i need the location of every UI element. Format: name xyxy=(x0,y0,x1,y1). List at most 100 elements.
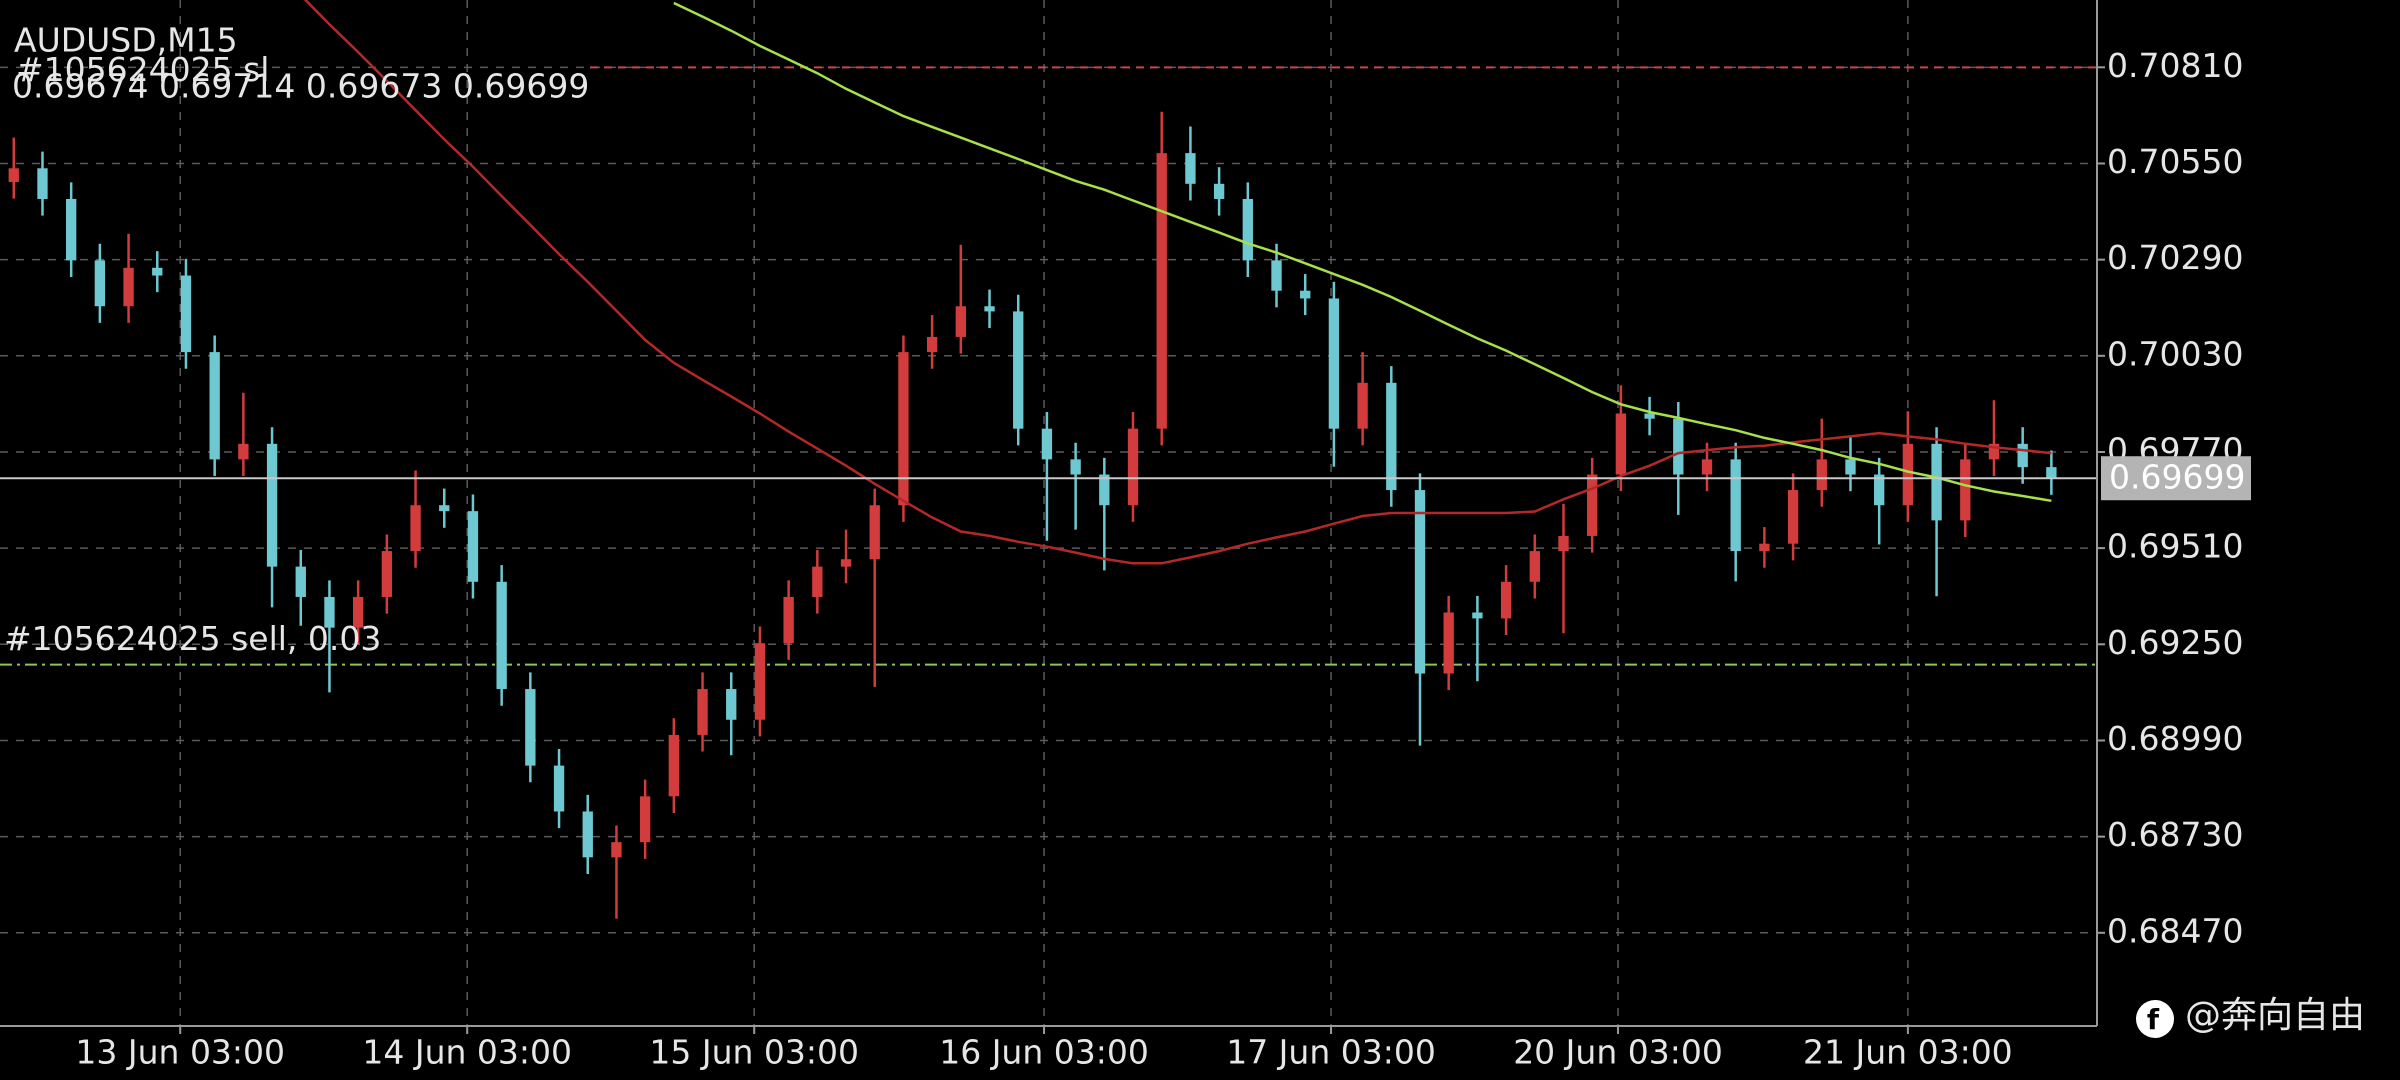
candle-body xyxy=(926,336,938,353)
candle-body xyxy=(812,566,823,597)
y-tick-label: 0.70290 xyxy=(2107,238,2243,277)
candle-body xyxy=(1328,298,1340,429)
candle-body xyxy=(180,275,192,353)
candle-body xyxy=(869,505,880,560)
watermark-text: @奔向自由 xyxy=(2185,995,2365,1036)
candle-body xyxy=(1414,490,1426,674)
candle-body xyxy=(94,260,106,307)
candle-body xyxy=(1701,459,1713,475)
candle-body xyxy=(2046,467,2057,479)
candle-body xyxy=(1644,413,1655,419)
axes: 0.684700.687300.689900.692500.695100.697… xyxy=(75,46,2251,1072)
candle-body xyxy=(1185,153,1196,184)
candle-body xyxy=(410,505,421,552)
candle-body xyxy=(37,168,48,199)
candle-body xyxy=(266,443,278,567)
candle-body xyxy=(1730,459,1741,552)
candle-body xyxy=(668,734,680,797)
y-tick-label: 0.70550 xyxy=(2107,142,2243,181)
candle-body xyxy=(1587,474,1598,536)
y-tick-label: 0.68730 xyxy=(2107,815,2243,854)
candle-body xyxy=(381,551,393,597)
candle-body xyxy=(1615,413,1627,475)
watermark-icon xyxy=(2136,1000,2174,1038)
candle-body xyxy=(1300,290,1311,299)
candle-body xyxy=(582,811,593,858)
candle-body xyxy=(1099,474,1110,506)
candle-body xyxy=(611,842,622,858)
candle-body xyxy=(525,689,536,766)
candle-body xyxy=(1902,443,1914,506)
candle-body xyxy=(754,643,766,720)
candle-body xyxy=(1386,382,1397,491)
watermark-icon-glyph: f xyxy=(2147,1003,2160,1036)
grid xyxy=(0,0,2097,1026)
candle-body xyxy=(1213,183,1225,199)
candle-body xyxy=(1960,459,1971,521)
candle-body xyxy=(898,352,909,506)
candle-body xyxy=(123,267,134,307)
candle-body xyxy=(1041,428,1053,460)
candle-body xyxy=(1443,612,1454,674)
x-tick-label: 21 Jun 03:00 xyxy=(1803,1033,2013,1072)
y-tick-label: 0.69510 xyxy=(2107,527,2243,566)
candle-body xyxy=(238,443,249,460)
candle-body xyxy=(295,566,306,597)
moving-average xyxy=(303,0,2052,565)
candle-body xyxy=(209,352,220,460)
x-tick-label: 15 Jun 03:00 xyxy=(649,1033,859,1072)
y-tick-label: 0.70030 xyxy=(2107,334,2243,373)
candle-body xyxy=(324,596,335,628)
candle-body xyxy=(1127,428,1139,506)
candle-body xyxy=(2017,443,2028,468)
candle-body xyxy=(1931,443,1942,521)
candle-body xyxy=(1271,260,1282,291)
candle-body xyxy=(467,511,479,582)
candle-body xyxy=(1558,535,1569,552)
candle-body xyxy=(955,306,966,337)
candle-body xyxy=(1013,311,1024,429)
x-tick-label: 20 Jun 03:00 xyxy=(1513,1033,1723,1072)
plot-area xyxy=(0,0,2097,919)
y-tick-label: 0.70810 xyxy=(2107,46,2243,85)
candle-body xyxy=(1242,198,1253,261)
candle-body xyxy=(439,505,450,512)
candle-body xyxy=(1845,459,1856,475)
level-label: #105624025 sell, 0.03 xyxy=(4,619,381,658)
candle-body xyxy=(840,559,852,567)
candle-body xyxy=(726,689,737,720)
candle-body xyxy=(8,168,19,182)
level-label: #105624025 sl xyxy=(16,50,269,89)
symbol-label: AUDUSD,M15 xyxy=(14,21,238,60)
moving-average xyxy=(673,1,2052,503)
y-tick-label: 0.68990 xyxy=(2107,719,2243,758)
candle-body xyxy=(1759,543,1770,552)
watermark: f @奔向自由 xyxy=(2136,995,2365,1038)
y-tick-label: 0.68470 xyxy=(2107,911,2243,950)
candle-body xyxy=(1472,612,1483,619)
candle-body xyxy=(553,765,565,812)
candle-body xyxy=(984,306,995,312)
candle-body xyxy=(1156,153,1167,429)
candle-body xyxy=(697,689,708,735)
bid-label: 0.69699 xyxy=(2109,458,2245,497)
candle-body xyxy=(1787,490,1799,544)
candle-body xyxy=(1529,551,1540,582)
x-tick-label: 17 Jun 03:00 xyxy=(1226,1033,1436,1072)
candle-body xyxy=(152,267,163,276)
candle-body xyxy=(1500,581,1512,619)
y-tick-label: 0.69250 xyxy=(2107,623,2243,662)
ohlc-label: 0.69674 0.69714 0.69673 0.69699 xyxy=(12,67,589,106)
x-tick-label: 13 Jun 03:00 xyxy=(75,1033,285,1072)
candle-body xyxy=(783,596,794,644)
candle-body xyxy=(1988,443,2000,460)
candle-body xyxy=(1070,459,1081,475)
x-tick-label: 16 Jun 03:00 xyxy=(939,1033,1149,1072)
candle-body xyxy=(66,198,77,261)
candle-body xyxy=(1673,418,1684,475)
bid-label-box xyxy=(2101,456,2251,501)
candle-body xyxy=(1816,459,1827,491)
candle-body xyxy=(352,596,364,628)
